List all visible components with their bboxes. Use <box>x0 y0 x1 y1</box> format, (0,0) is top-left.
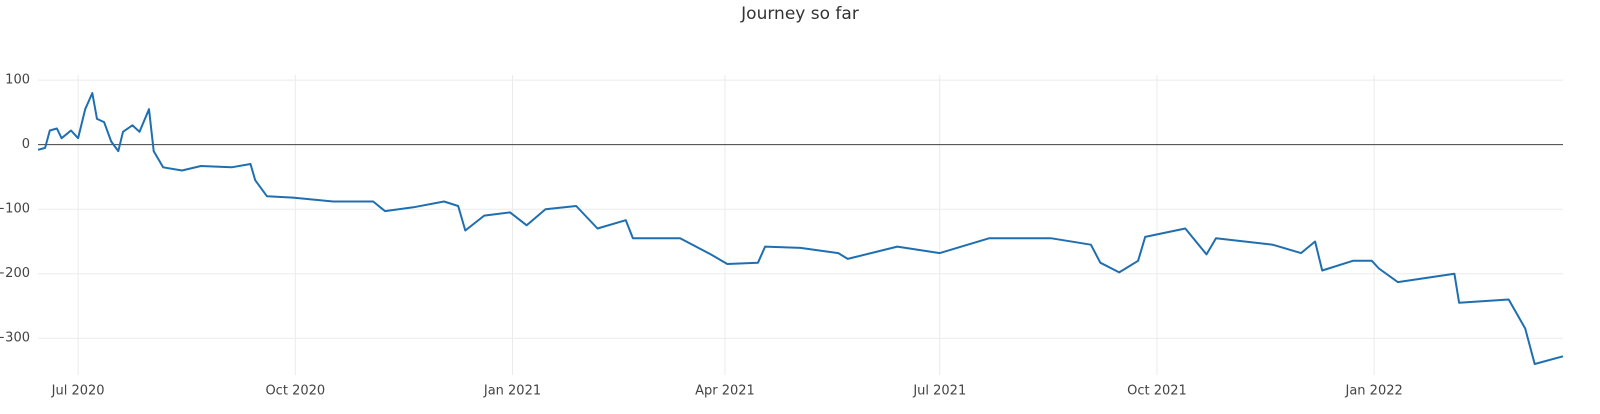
y-tick-label: 0 <box>22 137 30 152</box>
y-tick-label: 100 <box>5 73 30 88</box>
y-tick-label: −200 <box>0 266 30 281</box>
chart-title: Journey so far <box>740 4 859 24</box>
x-tick-label: Oct 2021 <box>1127 384 1187 399</box>
x-tick-label: Oct 2020 <box>265 384 325 399</box>
x-tick-label: Apr 2021 <box>695 384 755 399</box>
x-tick-label: Jan 2021 <box>483 384 541 399</box>
x-tick-label: Jul 2021 <box>912 384 966 399</box>
x-tick-label: Jul 2020 <box>51 384 105 399</box>
x-tick-label: Jan 2022 <box>1345 384 1403 399</box>
line <box>37 92 1564 365</box>
y-tick-label: −300 <box>0 331 30 346</box>
y-tick-label: −100 <box>0 202 30 217</box>
